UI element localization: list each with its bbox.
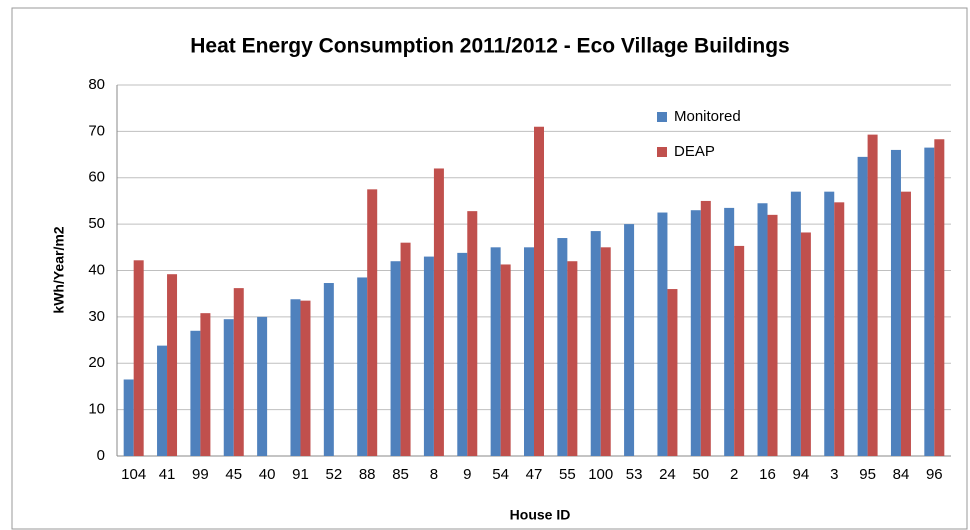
bar [524, 247, 534, 456]
bar [290, 299, 301, 456]
legend-swatch [657, 147, 667, 157]
bar [490, 247, 501, 456]
bar [423, 256, 434, 456]
bar [790, 191, 801, 456]
y-tick-label: 80 [88, 76, 105, 93]
bar [567, 261, 578, 456]
bar [667, 289, 678, 456]
bar [323, 283, 334, 456]
y-tick-label: 30 [88, 308, 105, 325]
bar [690, 210, 701, 456]
bar [457, 252, 468, 456]
x-tick-label: 3 [830, 466, 838, 483]
x-tick-label: 100 [588, 466, 613, 483]
bar [590, 231, 601, 456]
x-tick-label: 53 [626, 466, 643, 483]
y-axis-title: kWh/Year/m2 [51, 226, 67, 313]
x-tick-label: 85 [392, 466, 409, 483]
x-tick-label: 16 [759, 466, 776, 483]
bar [834, 202, 845, 456]
bar [534, 126, 544, 457]
x-tick-label: 50 [692, 466, 709, 483]
bar [367, 189, 378, 456]
bar [824, 191, 835, 456]
x-tick-label: 54 [492, 466, 509, 483]
bar [167, 274, 178, 456]
bar [800, 232, 811, 456]
bar [257, 316, 268, 456]
x-tick-label: 88 [359, 466, 376, 483]
bar [357, 277, 368, 456]
bar [557, 238, 568, 456]
bar [924, 147, 935, 456]
x-tick-label: 104 [121, 466, 146, 483]
x-tick-label: 45 [225, 466, 242, 483]
bar [734, 245, 745, 456]
bar [757, 203, 768, 456]
x-tick-label: 24 [659, 466, 676, 483]
bar [200, 313, 211, 456]
x-tick-label: 95 [859, 466, 876, 483]
x-tick-label: 94 [793, 466, 810, 483]
y-tick-label: 10 [88, 401, 105, 418]
x-tick-label: 84 [893, 466, 910, 483]
y-tick-label: 20 [88, 354, 105, 371]
x-tick-label: 55 [559, 466, 576, 483]
x-tick-label: 40 [259, 466, 276, 483]
bar [467, 211, 478, 456]
x-tick-label: 52 [325, 466, 342, 483]
bar [190, 330, 201, 456]
chart-title: Heat Energy Consumption 2011/2012 - Eco … [190, 35, 789, 58]
y-tick-label: 0 [97, 447, 105, 464]
bar [400, 242, 411, 456]
x-tick-label: 41 [159, 466, 176, 483]
bar [390, 261, 401, 456]
bar [767, 214, 778, 456]
x-axis-title: House ID [510, 507, 571, 523]
y-tick-label: 60 [88, 169, 105, 186]
bar [133, 260, 144, 456]
x-tick-label: 99 [192, 466, 209, 483]
legend-label: Monitored [674, 108, 741, 125]
x-tick-label: 47 [526, 466, 543, 483]
bar [624, 224, 635, 456]
y-tick-label: 50 [88, 215, 105, 232]
bar [890, 149, 901, 457]
bar [233, 288, 244, 456]
bar [300, 300, 311, 456]
bar [867, 134, 878, 456]
legend-label: DEAP [674, 143, 715, 160]
x-tick-label: 2 [730, 466, 738, 483]
bar [900, 191, 911, 456]
x-tick-label: 9 [463, 466, 471, 483]
bar [433, 168, 444, 456]
bar [934, 139, 945, 457]
bar [857, 156, 868, 456]
bar [600, 247, 611, 456]
x-tick-label: 8 [430, 466, 438, 483]
bar [223, 319, 234, 456]
bar [657, 212, 668, 456]
bar [500, 264, 511, 456]
y-tick-label: 40 [88, 261, 105, 278]
bar [157, 345, 168, 456]
bar [724, 207, 735, 456]
bar [700, 200, 711, 456]
x-tick-label: 96 [926, 466, 943, 483]
bar [123, 379, 134, 456]
x-tick-label: 91 [292, 466, 309, 483]
chart-border [11, 7, 968, 530]
y-tick-label: 70 [88, 122, 105, 139]
legend-swatch [657, 112, 667, 122]
